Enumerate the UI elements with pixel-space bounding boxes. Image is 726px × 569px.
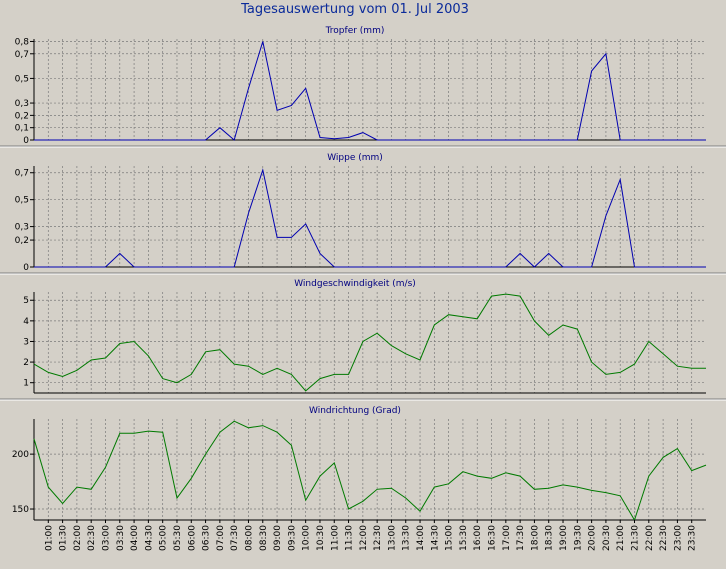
x-tick-label: 22:30 <box>659 525 669 551</box>
y-tick-label: 0,8 <box>15 37 30 47</box>
x-tick-label: 08:30 <box>259 525 269 551</box>
x-tick-label: 16:00 <box>473 525 483 551</box>
y-tick-label: 0,2 <box>15 111 29 121</box>
x-tick-label: 09:30 <box>287 525 297 551</box>
series-line <box>33 420 707 522</box>
x-tick-label: 16:30 <box>488 525 498 551</box>
x-tick-label: 23:30 <box>688 525 698 551</box>
x-tick-label: 17:00 <box>502 525 512 551</box>
x-tick-label: 12:00 <box>359 525 369 551</box>
x-tick-label: 01:30 <box>59 525 69 551</box>
y-tick-label: 0,1 <box>15 124 29 134</box>
y-tick-label: 0 <box>23 136 29 146</box>
x-tick-label: 15:30 <box>459 525 469 551</box>
x-tick-label: 11:30 <box>345 525 355 551</box>
x-tick-label: 14:00 <box>416 525 426 551</box>
y-tick-label: 0 <box>23 263 29 273</box>
x-tick-label: 20:00 <box>588 525 598 551</box>
y-tick-label: 0,2 <box>15 236 29 246</box>
y-tick-label: 0,3 <box>15 223 29 233</box>
x-tick-label: 19:00 <box>559 525 569 551</box>
x-tick-label: 13:30 <box>402 525 412 551</box>
y-tick-label: 1 <box>23 379 29 389</box>
chart-panel-1: Tropfer (mm) 0 0,1 0,2 0,3 0,5 0,7 0,8 <box>0 26 726 148</box>
y-tick-label: 0,5 <box>15 196 29 206</box>
x-tick-label: 21:30 <box>631 525 641 551</box>
y-tick-label: 200 <box>12 450 29 460</box>
x-tick-label: 02:30 <box>87 525 97 551</box>
x-tick-label: 10:00 <box>302 525 312 551</box>
x-tick-label: 06:00 <box>187 525 197 551</box>
y-tick-label: 0,7 <box>15 169 29 179</box>
y-tick-label: 0,3 <box>15 99 29 109</box>
x-tick-label: 13:00 <box>387 525 397 551</box>
x-tick-label: 23:00 <box>673 525 683 551</box>
panel-title: Wippe (mm) <box>327 153 383 163</box>
y-tick-label: 3 <box>23 337 29 347</box>
series-line <box>33 293 706 392</box>
x-tick-label: 04:30 <box>144 525 154 551</box>
x-tick-label: 14:30 <box>430 525 440 551</box>
x-tick-label: 12:30 <box>373 525 383 551</box>
x-tick-label: 03:30 <box>116 525 126 551</box>
x-tick-label: 06:30 <box>202 525 212 551</box>
x-tick-label: 08:00 <box>244 525 254 551</box>
panel-title: Windrichtung (Grad) <box>309 406 401 416</box>
x-tick-label: 20:30 <box>602 525 612 551</box>
chart-panel-2: Wippe (mm) 0 0,2 0,3 0,5 0,7 <box>0 153 726 275</box>
chart-panel-4: Windrichtung (Grad) 150 200 <box>12 406 707 522</box>
panel-title: Tropfer (mm) <box>325 26 385 36</box>
y-tick-label: 150 <box>12 505 29 515</box>
chart-panel-3: Windgeschwindigkeit (m/s) 1 2 3 4 5 <box>0 279 726 401</box>
x-tick-label: 17:30 <box>516 525 526 551</box>
x-tick-label: 07:00 <box>216 525 226 551</box>
x-tick-label: 19:30 <box>573 525 583 551</box>
y-tick-label: 0,7 <box>15 50 29 60</box>
y-tick-label: 0,5 <box>15 74 29 84</box>
panel-title: Windgeschwindigkeit (m/s) <box>294 279 416 289</box>
x-tick-label: 09:00 <box>273 525 283 551</box>
y-tick-label: 2 <box>23 358 29 368</box>
series-line <box>34 168 706 268</box>
x-tick-label: 11:00 <box>330 525 340 551</box>
x-tick-label: 04:00 <box>130 525 140 551</box>
x-tick-label: 18:30 <box>545 525 555 551</box>
x-tick-label: 22:00 <box>645 525 655 551</box>
x-tick-label: 21:00 <box>616 525 626 551</box>
x-tick-label: 15:00 <box>445 525 455 551</box>
y-tick-label: 5 <box>23 296 29 306</box>
x-tick-label: 02:00 <box>73 525 83 551</box>
y-tick-label: 4 <box>23 317 29 327</box>
chart-title: Tagesauswertung vom 01. Jul 2003 <box>240 2 469 17</box>
series-line <box>34 41 706 141</box>
x-tick-label: 05:00 <box>159 525 169 551</box>
x-tick-label: 10:30 <box>316 525 326 551</box>
x-tick-label: 01:00 <box>44 525 54 551</box>
x-tick-label: 18:00 <box>530 525 540 551</box>
x-tick-label: 07:30 <box>230 525 240 551</box>
x-tick-label: 05:30 <box>173 525 183 551</box>
x-tick-label: 03:00 <box>101 525 111 551</box>
